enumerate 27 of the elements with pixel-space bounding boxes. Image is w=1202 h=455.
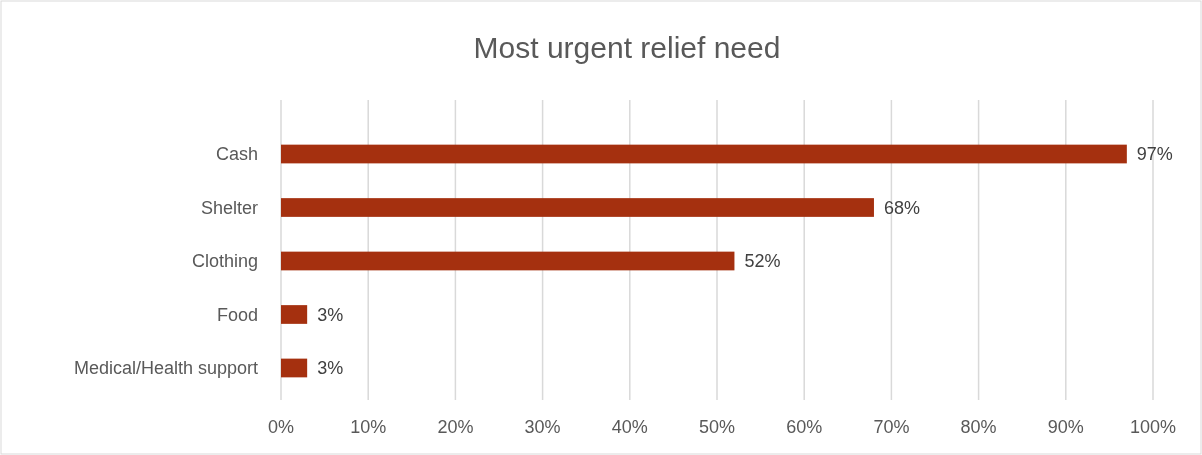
y-tick-label: Clothing [191, 251, 258, 272]
bar [281, 305, 308, 324]
x-tick-label: 50% [698, 417, 736, 437]
x-tick-label: 30% [524, 417, 561, 437]
data-label: 3% [317, 304, 344, 325]
data-label: 68% [883, 197, 920, 218]
x-tick-label: 100% [1129, 417, 1177, 437]
data-label: 97% [1136, 144, 1173, 165]
y-tick-label: Food [216, 304, 258, 325]
bar [281, 144, 1127, 164]
y-tick-label: Cash [215, 144, 258, 165]
x-tick-label: 60% [786, 417, 823, 437]
data-label: 3% [317, 358, 344, 379]
chart-title: Most urgent relief need [473, 31, 781, 64]
x-tick-label: 80% [960, 417, 997, 437]
bar [281, 251, 735, 271]
x-tick-label: 20% [437, 417, 474, 437]
x-tick-label: 0% [267, 417, 295, 437]
y-tick-label: Medical/Health support [73, 358, 258, 379]
x-tick-label: 40% [611, 417, 648, 437]
x-tick-label: 90% [1047, 417, 1084, 437]
data-label: 52% [744, 251, 781, 272]
bar [281, 198, 874, 217]
y-tick-label: Shelter [200, 197, 258, 218]
bar [281, 358, 308, 378]
x-tick-label: 10% [350, 417, 387, 437]
x-tick-label: 70% [873, 417, 910, 437]
